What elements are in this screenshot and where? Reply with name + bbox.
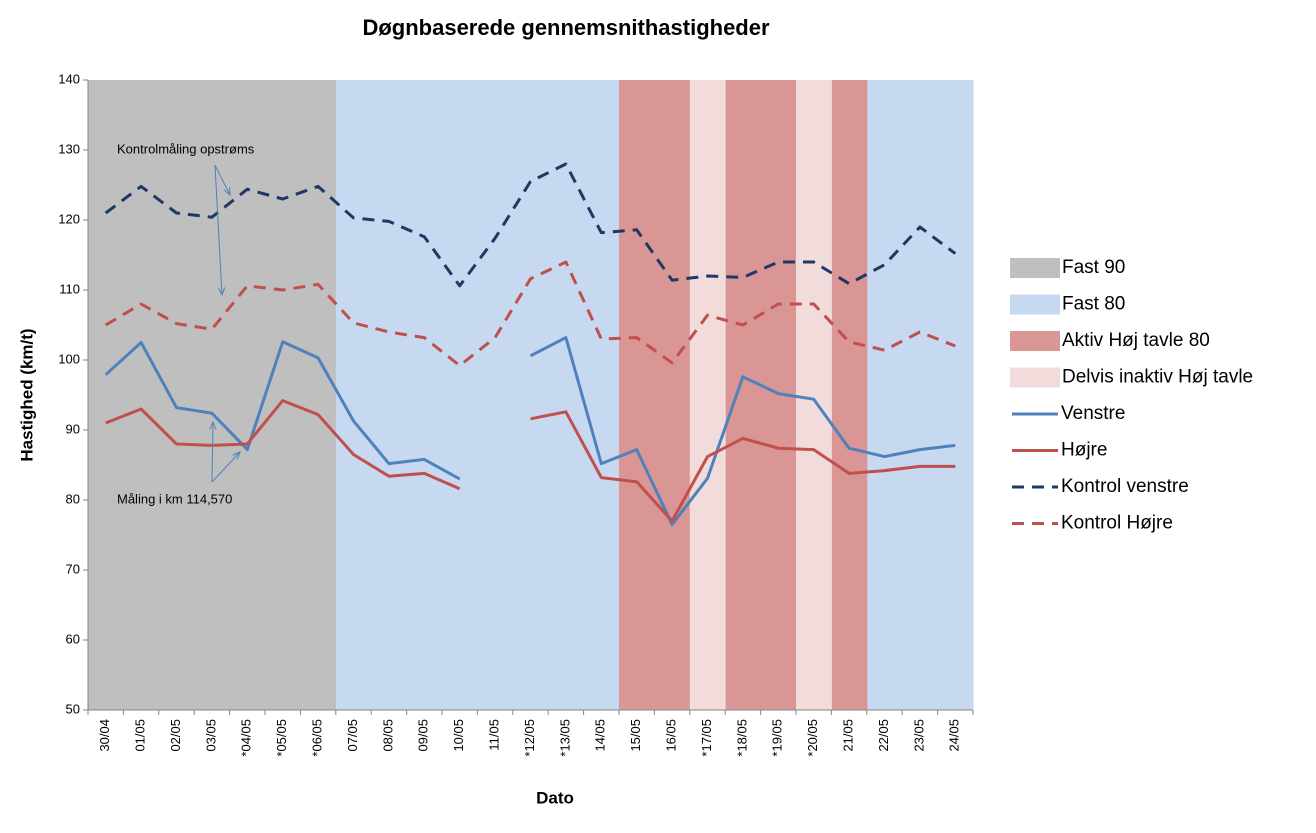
legend-label: Fast 90 (1062, 257, 1125, 278)
x-tick-label: *12/05 (522, 719, 537, 757)
y-tick-label: 140 (58, 71, 80, 86)
legend-swatch (1010, 294, 1060, 315)
y-tick-label: 120 (58, 211, 80, 226)
x-tick-label: 07/05 (345, 719, 360, 752)
x-tick-label: *19/05 (770, 719, 785, 757)
band-bar (902, 80, 939, 710)
x-tick-label: *04/05 (239, 719, 254, 757)
x-tick-label: 11/05 (487, 719, 502, 751)
band-bar (158, 80, 195, 710)
legend-swatch (1010, 331, 1060, 351)
band-bar (512, 80, 549, 710)
legend-label: Fast 80 (1062, 294, 1125, 315)
x-tick-label: 30/04 (97, 719, 112, 752)
x-tick-label: 01/05 (133, 719, 148, 752)
band-bar (831, 80, 868, 710)
arrow-head (223, 186, 231, 197)
band-bar (335, 80, 372, 710)
band-bar (654, 80, 691, 710)
band-bar (194, 80, 231, 710)
x-tick-label: 24/05 (947, 719, 962, 752)
annotation-arrow (211, 421, 214, 483)
legend-label: Venstre (1061, 403, 1125, 424)
y-tick-label: 50 (66, 701, 80, 716)
annotation-arrow (214, 164, 223, 296)
x-tick-label: 22/05 (876, 719, 891, 752)
x-tick-label: *06/05 (310, 719, 325, 757)
legend-label: Kontrol venstre (1061, 476, 1189, 497)
y-tick-label: 60 (66, 631, 80, 646)
annotation-arrow (211, 451, 241, 483)
legend-swatch (1010, 367, 1060, 388)
data-line (105, 399, 956, 523)
arrow-head (218, 287, 226, 297)
x-axis-title: Dato (536, 788, 574, 807)
y-axis-title: Hastighed (km/t) (17, 328, 36, 461)
y-tick-label: 80 (66, 491, 80, 506)
x-tick-label: *20/05 (805, 719, 820, 757)
band-bar (477, 80, 514, 710)
data-line (104, 260, 956, 368)
y-tick-label: 110 (59, 281, 80, 296)
x-tick-label: 15/05 (628, 719, 643, 752)
x-tick-label: 09/05 (416, 719, 431, 752)
band-bar (406, 80, 443, 710)
x-tick-label: 23/05 (911, 719, 926, 752)
annotation: Kontrolmåling opstrøms (117, 141, 255, 156)
arrow-head (209, 420, 217, 430)
arrow-head (232, 451, 241, 460)
band-bar (689, 80, 726, 710)
band-bar (229, 80, 266, 710)
band-bar (265, 80, 301, 710)
band-bar (866, 80, 903, 710)
chart-title: Døgnbaserede gennemsnithastigheder (362, 15, 770, 40)
x-tick-label: 03/05 (203, 719, 218, 752)
x-tick-label: 16/05 (664, 719, 679, 752)
legend-label: Aktiv Høj tavle 80 (1062, 330, 1210, 351)
band-bar (123, 80, 160, 710)
x-tick-label: 02/05 (168, 719, 183, 752)
band-bar (548, 80, 585, 710)
x-tick-label: 08/05 (380, 719, 395, 752)
data-line (104, 162, 957, 288)
band-bar (937, 80, 974, 710)
x-tick-label: *13/05 (557, 719, 572, 757)
annotation: Måling i km 114,570 (117, 491, 232, 506)
y-tick-label: 90 (66, 421, 80, 436)
band-bar (300, 80, 337, 710)
band-bar (442, 80, 478, 710)
legend-swatch (1010, 258, 1060, 278)
legend-label: Kontrol Højre (1061, 513, 1173, 534)
band-bar (583, 80, 620, 710)
band-bar (88, 80, 124, 710)
x-tick-label: 10/05 (451, 719, 466, 752)
x-tick-label: 21/05 (841, 719, 856, 752)
x-tick-label: *17/05 (699, 719, 714, 757)
band-bar (725, 80, 762, 710)
legend-label: Højre (1061, 440, 1107, 461)
x-tick-label: *05/05 (274, 719, 289, 757)
annotation-arrow (214, 164, 231, 196)
data-line (104, 336, 956, 526)
band-bar (371, 80, 408, 710)
band-bar (796, 80, 832, 710)
x-tick-label: *18/05 (734, 719, 749, 757)
y-tick-label: 130 (58, 141, 80, 156)
y-tick-label: 70 (66, 561, 80, 576)
band-bar (619, 80, 655, 710)
legend-label: Delvis inaktiv Høj tavle (1062, 367, 1253, 388)
y-tick-label: 100 (58, 351, 80, 366)
x-tick-label: 14/05 (593, 719, 608, 752)
